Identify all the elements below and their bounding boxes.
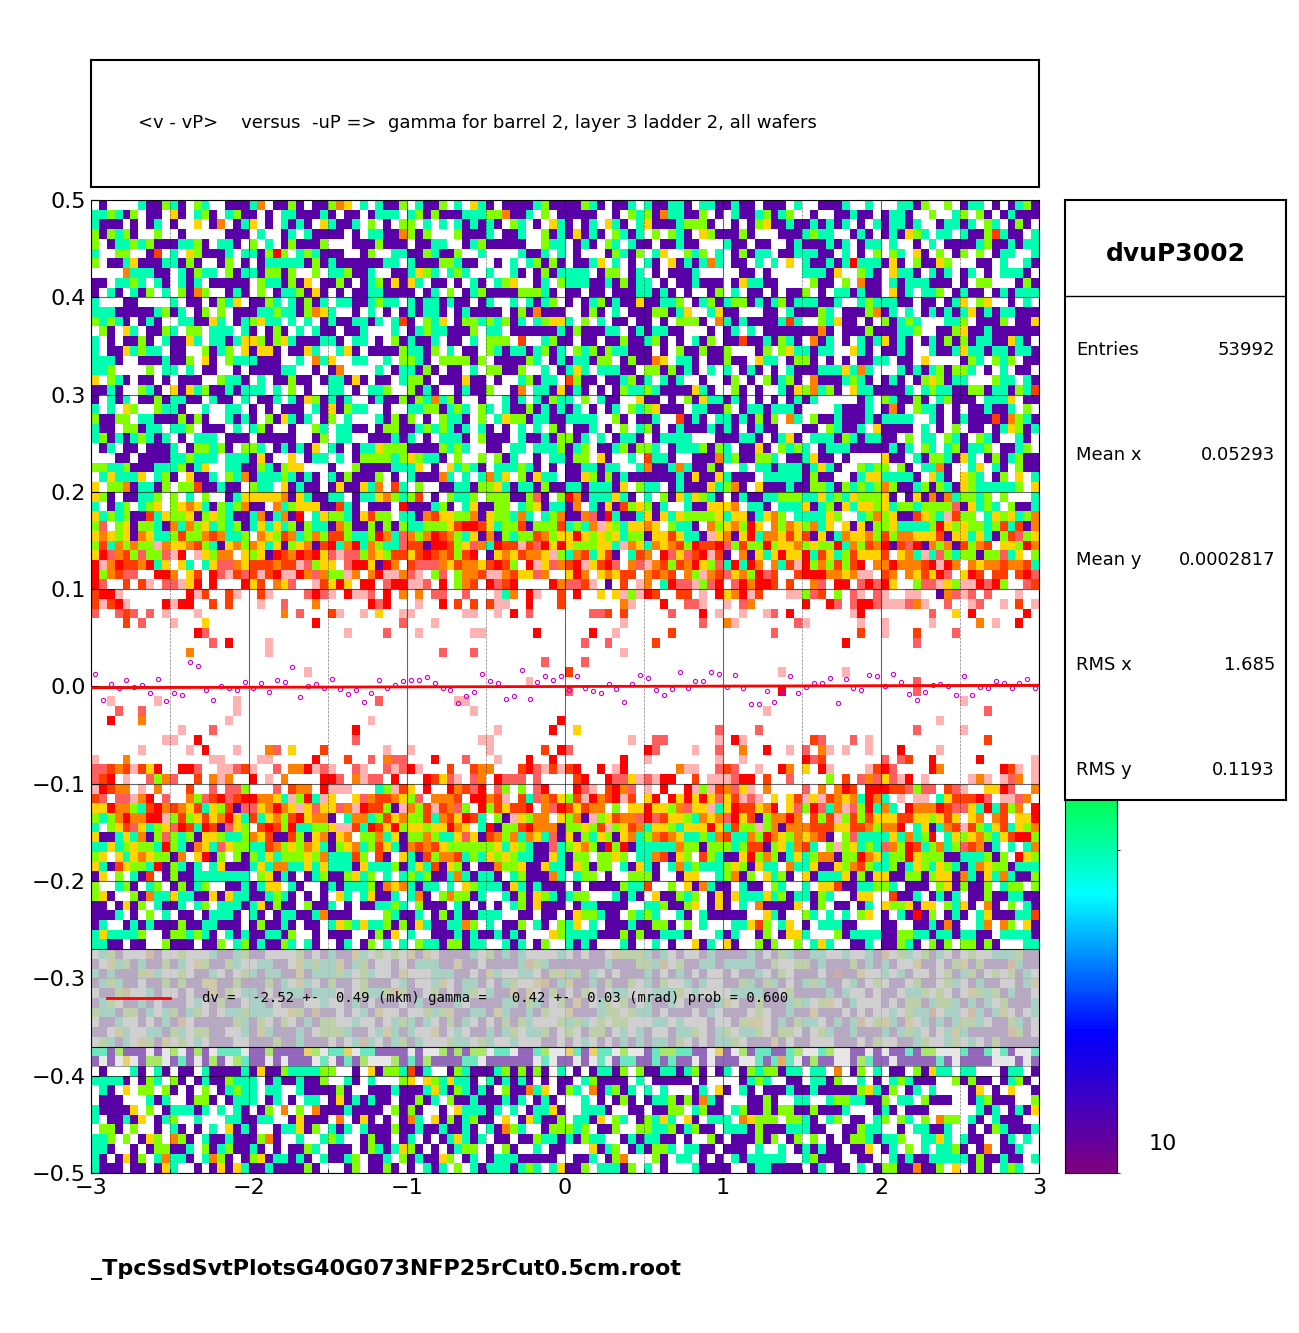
Text: Mean y: Mean y [1076,551,1142,569]
Text: dv =  -2.52 +-  0.49 (mkm) gamma =   0.42 +-  0.03 (mrad) prob = 0.600: dv = -2.52 +- 0.49 (mkm) gamma = 0.42 +-… [201,990,787,1005]
Text: 53992: 53992 [1217,341,1274,359]
Text: 10: 10 [1148,1133,1177,1153]
Text: Entries: Entries [1076,341,1139,359]
Text: RMS x: RMS x [1076,656,1131,674]
Text: Mean x: Mean x [1076,445,1142,464]
Text: 0.05293: 0.05293 [1200,445,1274,464]
Text: dvuP3002: dvuP3002 [1105,241,1246,267]
Text: 0.1193: 0.1193 [1212,761,1274,778]
Text: RMS y: RMS y [1076,761,1131,778]
Bar [91,1046,1039,1066]
Text: 10: 10 [1148,200,1177,220]
Text: <v - vP>    versus  -uP =>  gamma for barrel 2, layer 3 ladder 2, all wafers: <v - vP> versus -uP => gamma for barrel … [138,115,817,132]
Text: 1.685: 1.685 [1224,656,1274,674]
Text: 1: 1 [1148,676,1163,697]
Text: _TpcSsdSvtPlotsG40G073NFP25rCut0.5cm.root: _TpcSsdSvtPlotsG40G073NFP25rCut0.5cm.roo… [91,1258,681,1280]
Text: 0.0002817: 0.0002817 [1178,551,1274,569]
Bar [91,949,1039,1046]
